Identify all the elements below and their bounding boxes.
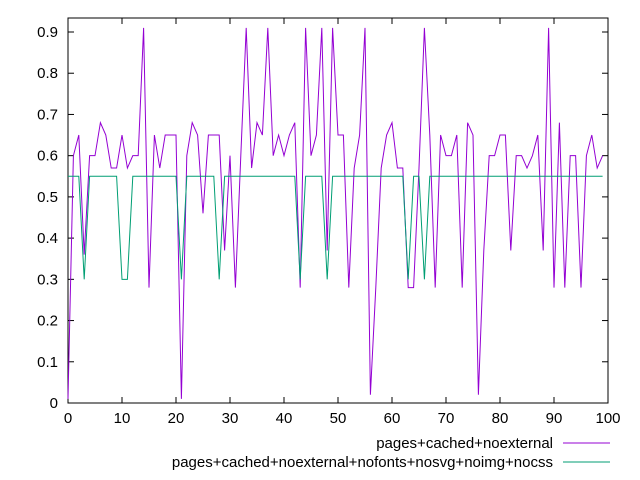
x-tick-label: 80: [492, 410, 509, 427]
series-line-1: [67, 27, 604, 399]
x-tick-label: 100: [595, 410, 620, 427]
y-tick-label: 0.7: [37, 106, 58, 123]
y-tick-label: 0.5: [37, 189, 58, 206]
x-tick-label: 70: [438, 410, 455, 427]
x-tick-label: 0: [64, 410, 72, 427]
y-tick-label: 0.4: [37, 230, 58, 247]
y-tick-label: 0: [50, 395, 58, 412]
x-tick-label: 50: [330, 410, 347, 427]
y-tick-label: 0.2: [37, 313, 58, 330]
y-tick-label: 0.3: [37, 271, 58, 288]
x-tick-label: 40: [276, 410, 293, 427]
axis-ticks: [67, 18, 609, 404]
x-tick-label: 60: [384, 410, 401, 427]
x-tick-label: 20: [168, 410, 185, 427]
legend-label-series-1: pages+cached+noexternal: [376, 435, 553, 452]
legend-label-series-2: pages+cached+noexternal+nofonts+nosvg+no…: [172, 454, 553, 471]
x-tick-label: 90: [546, 410, 563, 427]
y-tick-label: 0.1: [37, 354, 58, 371]
y-tick-label: 0.8: [37, 65, 58, 82]
y-tick-label: 0.6: [37, 148, 58, 165]
plot-border: [67, 17, 609, 404]
series-line-2: [68, 175, 603, 280]
axis-tick-labels: 0 10 20 30 40 50 60 70 80 90 100 0 0.1 0.2 0.3 0.4 0.5 0.…: [37, 24, 620, 427]
series-lines: [67, 27, 604, 399]
x-tick-label: 10: [114, 410, 131, 427]
legend: pages+cached+noexternal pages+cached+noe…: [172, 435, 610, 471]
x-tick-label: 30: [222, 410, 239, 427]
y-tick-label: 0.9: [37, 24, 58, 41]
